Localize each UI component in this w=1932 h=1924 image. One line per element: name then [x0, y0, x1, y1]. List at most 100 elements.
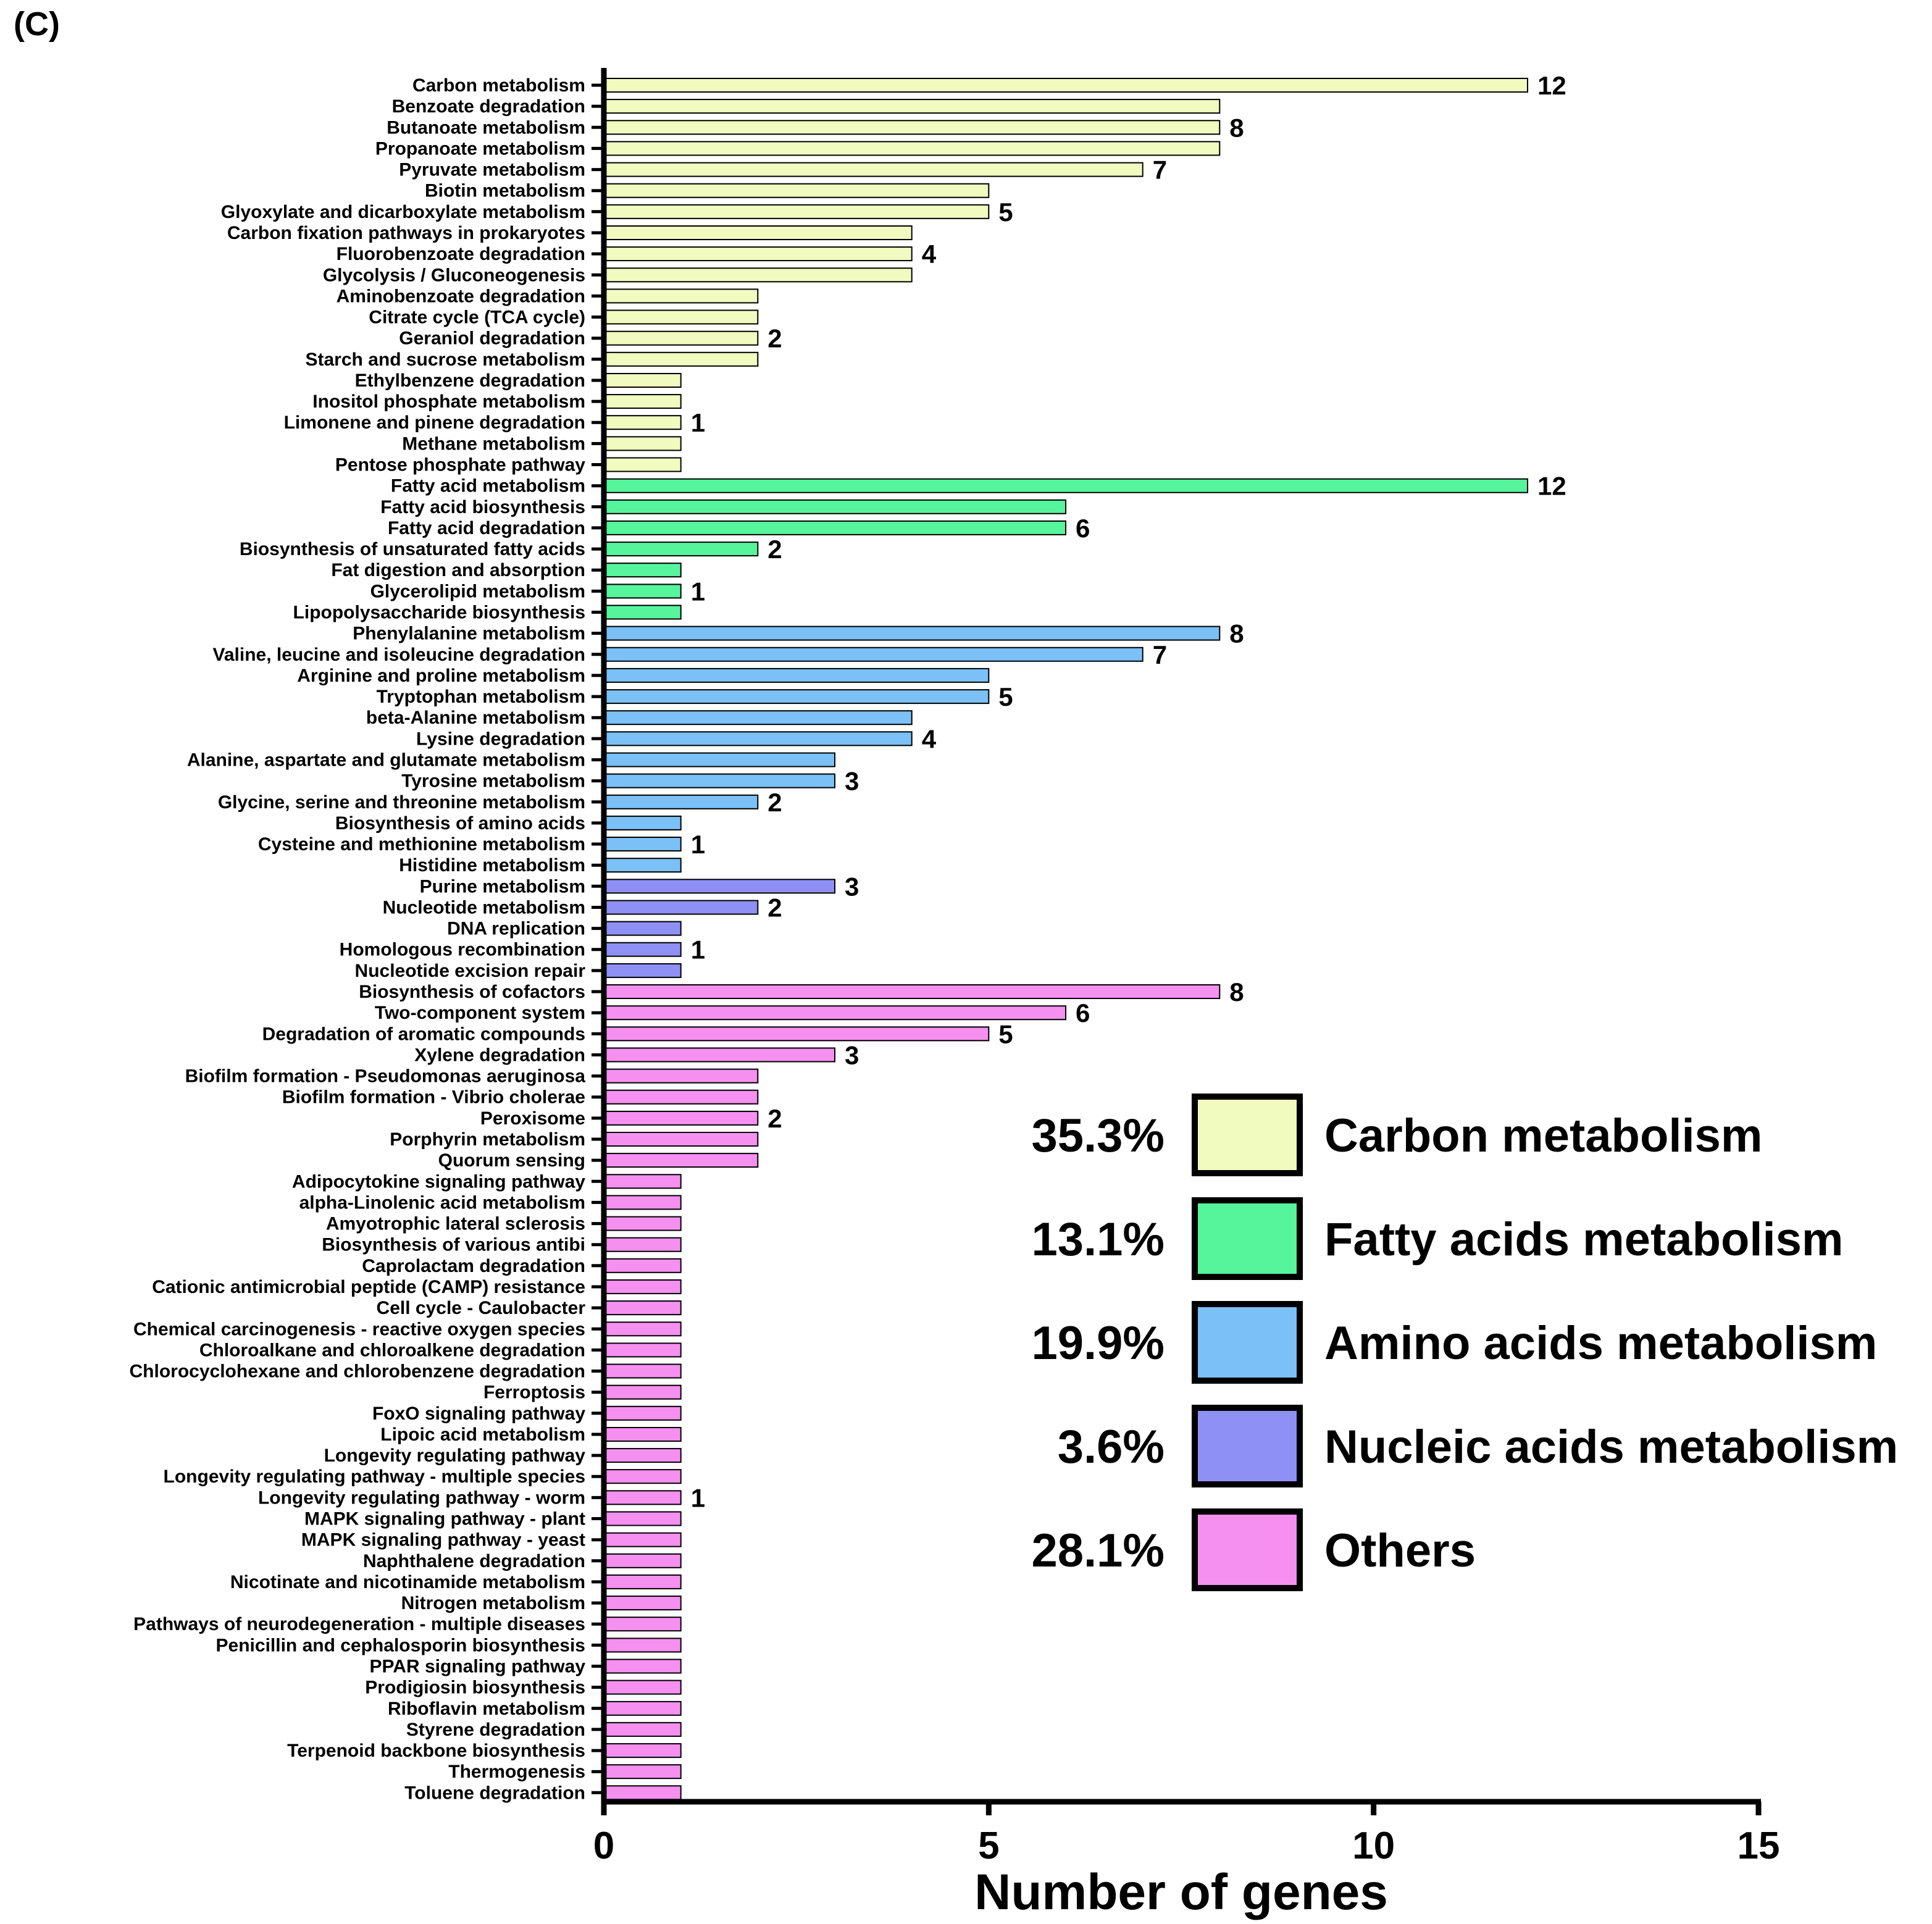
category-label: Nitrogen metabolism: [401, 1593, 585, 1613]
category-label: Lipopolysaccharide biosynthesis: [293, 603, 585, 623]
category-label: Fluorobenzoate degradation: [337, 244, 585, 264]
bar: [603, 499, 1066, 514]
legend-swatch: [1192, 1508, 1303, 1591]
bar: [603, 288, 759, 304]
data-label: 12: [1537, 472, 1566, 501]
category-label: Penicillin and cephalosporin biosynthesi…: [216, 1635, 585, 1655]
bar: [603, 1427, 682, 1442]
bar: [603, 1617, 682, 1632]
bar: [603, 267, 913, 283]
bar: [603, 752, 835, 768]
category-label: Methane metabolism: [402, 433, 585, 454]
data-label: 6: [1076, 998, 1090, 1027]
bar: [603, 394, 682, 409]
bar: [603, 225, 913, 240]
bar: [603, 858, 682, 873]
data-label: 2: [767, 535, 782, 564]
bar: [603, 1469, 682, 1484]
bar: [603, 1132, 759, 1147]
data-label: 2: [767, 324, 782, 353]
category-label: Nucleotide metabolism: [383, 898, 585, 918]
bar: [603, 773, 835, 788]
category-label: Biofilm formation - Vibrio cholerae: [282, 1087, 585, 1108]
legend-label: Fatty acids metabolism: [1324, 1213, 1844, 1266]
x-axis-title: Number of genes: [974, 1864, 1388, 1920]
bar: [603, 204, 990, 219]
category-label: Tyrosine metabolism: [401, 771, 585, 792]
category-label: Quorum sensing: [438, 1150, 585, 1171]
bar: [603, 162, 1144, 177]
bar: [603, 625, 1221, 641]
legend-percent: 3.6%: [1058, 1421, 1165, 1473]
legend-swatch: [1192, 1197, 1303, 1280]
data-label: 5: [998, 1019, 1013, 1048]
bar: [603, 794, 759, 809]
category-label: beta-Alanine metabolism: [366, 708, 585, 728]
category-label: Homologous recombination: [340, 940, 585, 960]
bar: [603, 1596, 682, 1611]
category-label: Fatty acid degradation: [388, 518, 585, 538]
data-label: 1: [691, 830, 705, 859]
category-label: Pentose phosphate pathway: [335, 455, 585, 475]
category-label: Adipocytokine signaling pathway: [292, 1171, 585, 1192]
bar: [603, 1384, 682, 1400]
category-label: Fat digestion and absorption: [331, 560, 585, 580]
data-label: 5: [998, 198, 1013, 227]
category-label: Arginine and proline metabolism: [297, 666, 585, 686]
category-label: Biosynthesis of amino acids: [335, 813, 585, 834]
category-label: Citrate cycle (TCA cycle): [369, 307, 585, 328]
bar: [603, 942, 682, 957]
bar: [603, 1321, 682, 1337]
category-label: Chlorocyclohexane and chlorobenzene degr…: [130, 1361, 585, 1382]
bar: [603, 1553, 682, 1568]
bar: [603, 120, 1221, 135]
x-tick-label: 15: [1738, 1825, 1780, 1867]
category-label: Lysine degradation: [416, 729, 585, 749]
category-label: Longevity regulating pathway - multiple …: [164, 1466, 585, 1487]
bar: [603, 478, 1528, 493]
category-label: Biotin metabolism: [425, 181, 585, 201]
legend-swatch: [1192, 1405, 1303, 1487]
bar: [603, 1448, 682, 1463]
bar: [603, 583, 682, 599]
category-label: Cysteine and methionine metabolism: [258, 834, 585, 855]
bar: [603, 1174, 682, 1189]
category-label: Inositol phosphate metabolism: [312, 391, 585, 412]
category-label: Pathways of neurodegeneration - multiple…: [133, 1614, 585, 1634]
category-label: Peroxisome: [480, 1108, 585, 1129]
category-label: Pyruvate metabolism: [399, 160, 585, 180]
category-label: Naphthalene degradation: [363, 1551, 585, 1571]
bar: [603, 1279, 682, 1294]
data-label: 8: [1229, 977, 1244, 1006]
data-label: 7: [1153, 156, 1167, 185]
bar: [603, 1300, 682, 1316]
data-label: 12: [1537, 71, 1566, 100]
category-label: Chloroalkane and chloroalkene degradatio…: [199, 1340, 585, 1360]
bar: [603, 542, 759, 557]
category-label: Nucleotide excision repair: [355, 961, 586, 981]
category-label: Cationic antimicrobial peptide (CAMP) re…: [152, 1277, 585, 1297]
bar: [603, 415, 682, 430]
bar: [603, 815, 682, 830]
data-label: 8: [1229, 619, 1244, 648]
category-label: Valine, leucine and isoleucine degradati…: [212, 645, 585, 665]
category-label: Biosynthesis of various antibi: [322, 1235, 585, 1255]
bar: [603, 1574, 682, 1589]
category-label: Fatty acid metabolism: [391, 476, 585, 496]
bar: [603, 879, 835, 894]
data-label: 2: [767, 893, 782, 922]
bar: [603, 1532, 682, 1547]
bar: [603, 1089, 759, 1105]
bar: [603, 1658, 682, 1674]
bar: [603, 1490, 682, 1505]
category-label: Purine metabolism: [420, 876, 585, 897]
bar: [603, 1679, 682, 1695]
bar: [603, 1721, 682, 1737]
bar: [603, 604, 682, 620]
category-label: Propanoate metabolism: [375, 138, 585, 159]
bar: [603, 837, 682, 851]
category-label: Degradation of aromatic compounds: [262, 1024, 585, 1044]
category-label: Lipoic acid metabolism: [380, 1424, 585, 1445]
category-label: Styrene degradation: [406, 1720, 585, 1740]
category-label: Ferroptosis: [483, 1382, 585, 1403]
